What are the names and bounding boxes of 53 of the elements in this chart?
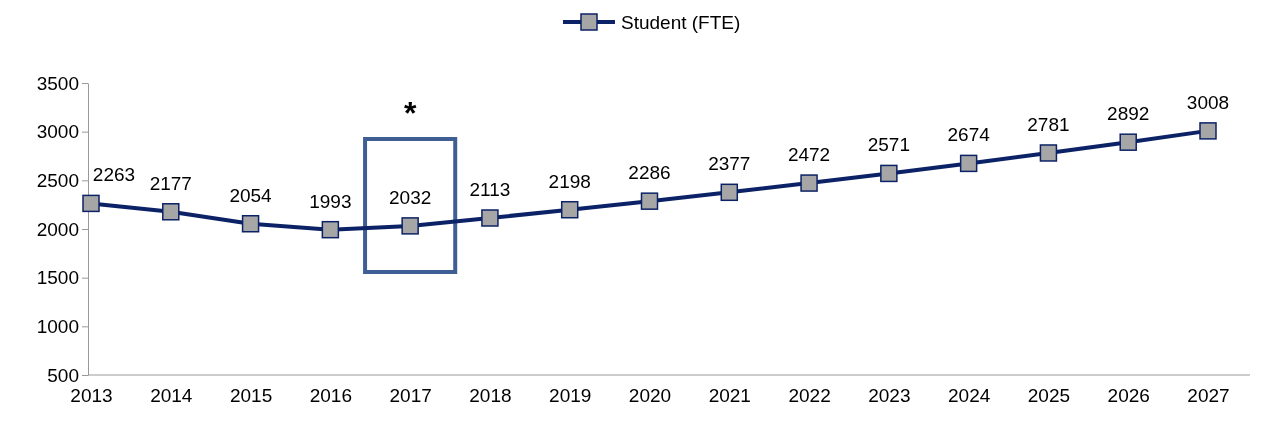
y-tick-label: 2500 (36, 169, 79, 191)
data-label: 2177 (149, 172, 192, 194)
data-label: 2054 (229, 184, 273, 206)
point (640, 192, 659, 210)
point (959, 154, 978, 173)
data-label: 1993 (309, 190, 352, 212)
point (800, 174, 818, 192)
x-tick-label: 2019 (549, 385, 592, 407)
data-label: 2674 (947, 124, 991, 146)
point (241, 214, 260, 233)
y-tick-label: 3000 (36, 121, 79, 143)
point (1119, 133, 1137, 151)
data-label: 2113 (469, 179, 511, 200)
data-label: 2377 (708, 153, 751, 175)
point (1039, 144, 1058, 162)
x-tick-label: 2015 (229, 385, 273, 407)
x-tick-label: 2020 (628, 385, 672, 407)
point (560, 200, 579, 219)
point (321, 220, 340, 239)
x-tick-label: 2022 (788, 385, 831, 407)
data-label: 2781 (1027, 113, 1070, 135)
x-tick-label: 2024 (948, 385, 991, 407)
point (481, 209, 499, 227)
x-tick-label: 2025 (1027, 385, 1071, 407)
point (162, 203, 180, 221)
data-label: 3008 (1186, 91, 1230, 113)
x-tick-label: 2013 (70, 385, 113, 407)
y-tick-label: 3500 (36, 72, 79, 94)
legend-label: Student (FTE) (621, 12, 741, 33)
point (880, 164, 898, 183)
x-tick-label: 2017 (389, 385, 432, 407)
data-label: 2472 (787, 144, 831, 166)
x-tick-label: 2018 (469, 385, 512, 407)
data-label: 2892 (1107, 103, 1150, 125)
data-label: 2286 (628, 162, 671, 184)
data-label: 2198 (548, 170, 591, 192)
band-label: * (403, 95, 417, 131)
y-tick-label: 1000 (36, 315, 79, 337)
x-tick-label: 2027 (1187, 385, 1230, 407)
x-tick-label: 2021 (708, 385, 751, 407)
point (82, 194, 100, 213)
data-label: 2032 (389, 186, 432, 208)
x-tick-label: 2026 (1107, 385, 1150, 407)
data-label: 2263 (92, 164, 136, 186)
point (1199, 122, 1217, 140)
y-tick-label: 500 (47, 364, 79, 386)
x-tick-label: 2023 (868, 385, 911, 407)
point (720, 183, 739, 202)
y-tick-label: 1500 (36, 267, 79, 289)
data-label: 2571 (867, 134, 910, 156)
x-tick-label: 2016 (309, 385, 352, 407)
y-tick-label: 2000 (36, 218, 79, 240)
x-tick-label: 2014 (150, 385, 193, 407)
